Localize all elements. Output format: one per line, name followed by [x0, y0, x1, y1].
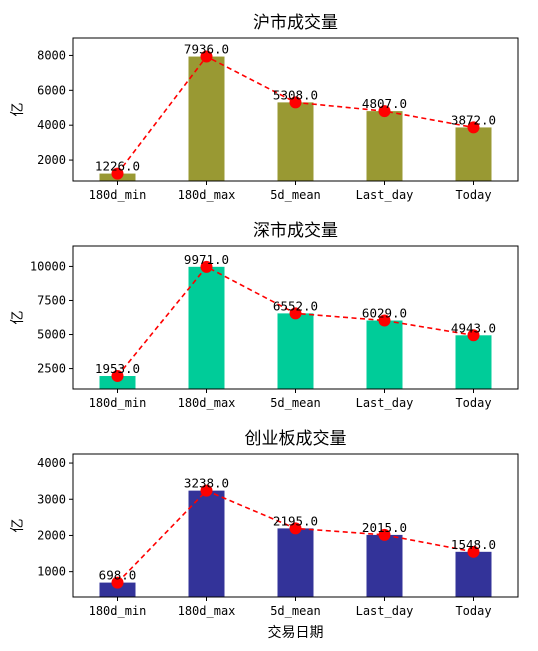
data-label-180d_min: 698.0	[99, 568, 137, 583]
x-tick-label: 5d_mean	[270, 188, 321, 202]
marker-180d_max	[200, 484, 213, 497]
data-label-180d_min: 1953.0	[95, 361, 140, 376]
x-tick-label: 5d_mean	[270, 396, 321, 410]
x-tick-label: 5d_mean	[270, 604, 321, 618]
bar-Today	[455, 335, 492, 389]
x-axis-label: 交易日期	[268, 624, 324, 641]
y-tick-label: 1000	[37, 565, 66, 579]
x-tick-label: Today	[455, 188, 491, 202]
chart-title: 创业板成交量	[245, 429, 347, 449]
bar-Last_day	[366, 111, 403, 181]
data-label-Last_day: 4807.0	[362, 96, 407, 111]
bar-180d_min	[99, 582, 136, 597]
x-tick-label: Today	[455, 604, 491, 618]
marker-180d_min	[111, 370, 124, 383]
data-label-5d_mean: 2195.0	[273, 513, 318, 528]
data-label-Today: 3872.0	[451, 112, 496, 127]
x-tick-label: 180d_max	[178, 188, 236, 202]
x-tick-label: Last_day	[356, 188, 414, 202]
marker-Today	[467, 329, 480, 342]
y-tick-label: 5000	[37, 328, 66, 342]
x-tick-label: 180d_max	[178, 396, 236, 410]
y-axis-label: 亿	[10, 519, 26, 533]
bar-180d_max	[188, 490, 225, 597]
chart-title: 沪市成交量	[253, 13, 338, 33]
y-tick-label: 4000	[37, 456, 66, 470]
marker-180d_min	[111, 576, 124, 589]
y-tick-label: 2500	[37, 362, 66, 376]
data-label-180d_max: 9971.0	[184, 252, 229, 267]
marker-Today	[467, 545, 480, 558]
marker-Last_day	[378, 105, 391, 118]
data-label-Today: 4943.0	[451, 320, 496, 335]
marker-180d_max	[200, 50, 213, 63]
chart-chinext-volume: 创业板成交量 698.0 3238.0 2195.0 2015.0 1548.0 180d_…	[10, 429, 519, 641]
y-tick-label: 10000	[30, 259, 66, 273]
data-label-Today: 1548.0	[451, 537, 496, 552]
data-label-Last_day: 6029.0	[362, 306, 407, 321]
marker-Last_day	[378, 314, 391, 327]
bar-5d_mean	[277, 102, 314, 181]
marker-180d_max	[200, 260, 213, 273]
y-axis-label: 亿	[10, 311, 26, 325]
bar-series	[99, 56, 492, 181]
data-label-5d_mean: 5308.0	[273, 87, 318, 102]
bar-Today	[455, 127, 492, 181]
bar-5d_mean	[277, 528, 314, 597]
bar-series	[99, 266, 492, 389]
y-tick-label: 3000	[37, 492, 66, 506]
y-tick-label: 2000	[37, 528, 66, 542]
y-tick-label: 6000	[37, 83, 66, 97]
marker-5d_mean	[289, 522, 302, 535]
y-tick-label: 7500	[37, 293, 66, 307]
chart-title: 深市成交量	[253, 221, 338, 241]
marker-180d_min	[111, 167, 124, 180]
data-label-180d_max: 7936.0	[184, 42, 229, 57]
bar-Last_day	[366, 534, 403, 597]
x-tick-label: 180d_min	[89, 188, 147, 202]
x-tick-label: Last_day	[356, 604, 414, 618]
y-tick-label: 2000	[37, 153, 66, 167]
y-axis-label: 亿	[10, 103, 26, 117]
marker-5d_mean	[289, 307, 302, 320]
x-tick-label: 180d_min	[89, 604, 147, 618]
bar-Today	[455, 551, 492, 597]
bar-series	[99, 490, 492, 597]
y-tick-label: 4000	[37, 118, 66, 132]
data-label-5d_mean: 6552.0	[273, 298, 318, 313]
marker-5d_mean	[289, 96, 302, 109]
x-tick-label: Last_day	[356, 396, 414, 410]
bar-180d_max	[188, 266, 225, 389]
bar-180d_max	[188, 56, 225, 181]
data-label-Last_day: 2015.0	[362, 520, 407, 535]
data-label-180d_min: 1226.0	[95, 159, 140, 174]
marker-Last_day	[378, 528, 391, 541]
chart-shenzhen-volume: 深市成交量 1953.0 9971.0 6552.0 6029.0 4943.0 180d_…	[10, 221, 519, 410]
marker-Today	[467, 121, 480, 134]
chart-shanghai-volume: 沪市成交量 1226.0 7936.0 5308.0 4807.0 3872.0 180d_…	[10, 13, 519, 202]
data-label-180d_max: 3238.0	[184, 476, 229, 491]
x-tick-label: Today	[455, 396, 491, 410]
x-tick-label: 180d_min	[89, 396, 147, 410]
y-tick-label: 8000	[37, 48, 66, 62]
bar-5d_mean	[277, 313, 314, 389]
x-tick-label: 180d_max	[178, 604, 236, 618]
bar-Last_day	[366, 320, 403, 389]
bar-180d_min	[99, 376, 136, 389]
